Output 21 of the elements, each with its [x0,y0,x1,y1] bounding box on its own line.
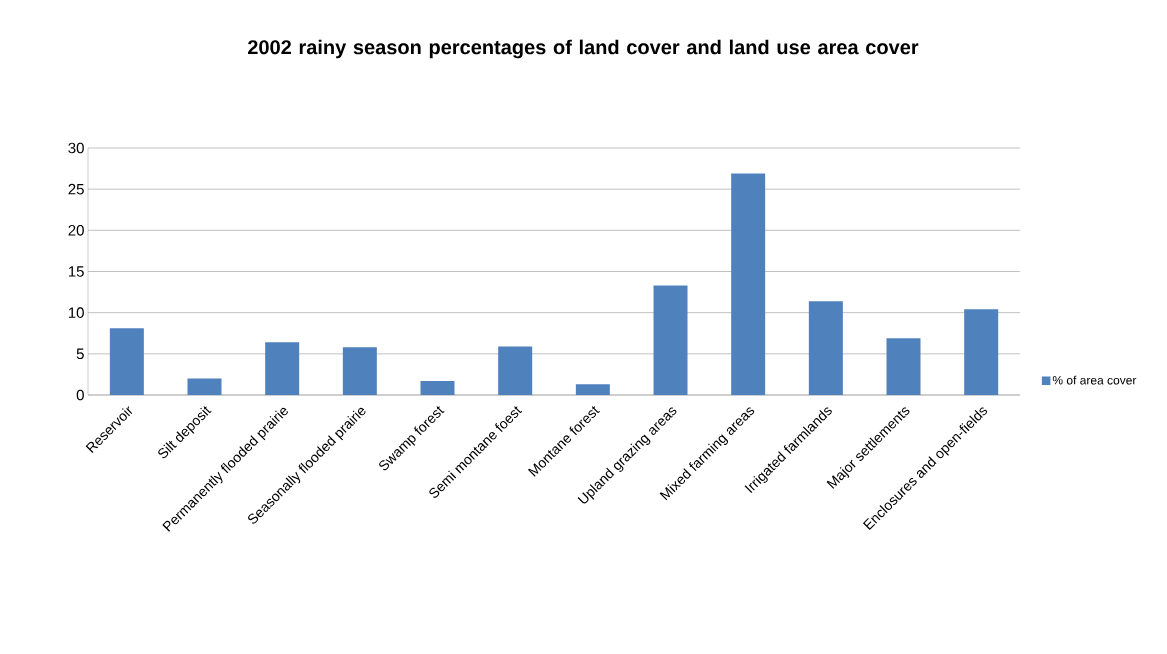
chart-title: 2002 rainy season percentages of land cover and land use area cover [248,39,919,59]
y-tick-label: 20 [68,225,84,236]
bar [964,309,999,395]
bar [498,346,533,395]
y-tick-label: 0 [76,389,84,401]
bar [808,301,843,395]
bar [342,347,377,395]
bar [575,384,610,395]
bar [420,381,455,395]
y-tick-label: 5 [76,348,84,360]
bar [109,328,144,395]
bar [653,285,688,395]
y-tick-label: 10 [68,307,84,318]
legend-label: % of area cover [1052,375,1137,385]
bar [886,338,921,395]
y-tick-label: 30 [68,142,84,154]
bar [265,342,300,395]
y-tick-label: 15 [68,266,84,277]
y-tick-label: 25 [68,183,84,195]
bar [187,378,222,395]
bar [731,173,766,395]
